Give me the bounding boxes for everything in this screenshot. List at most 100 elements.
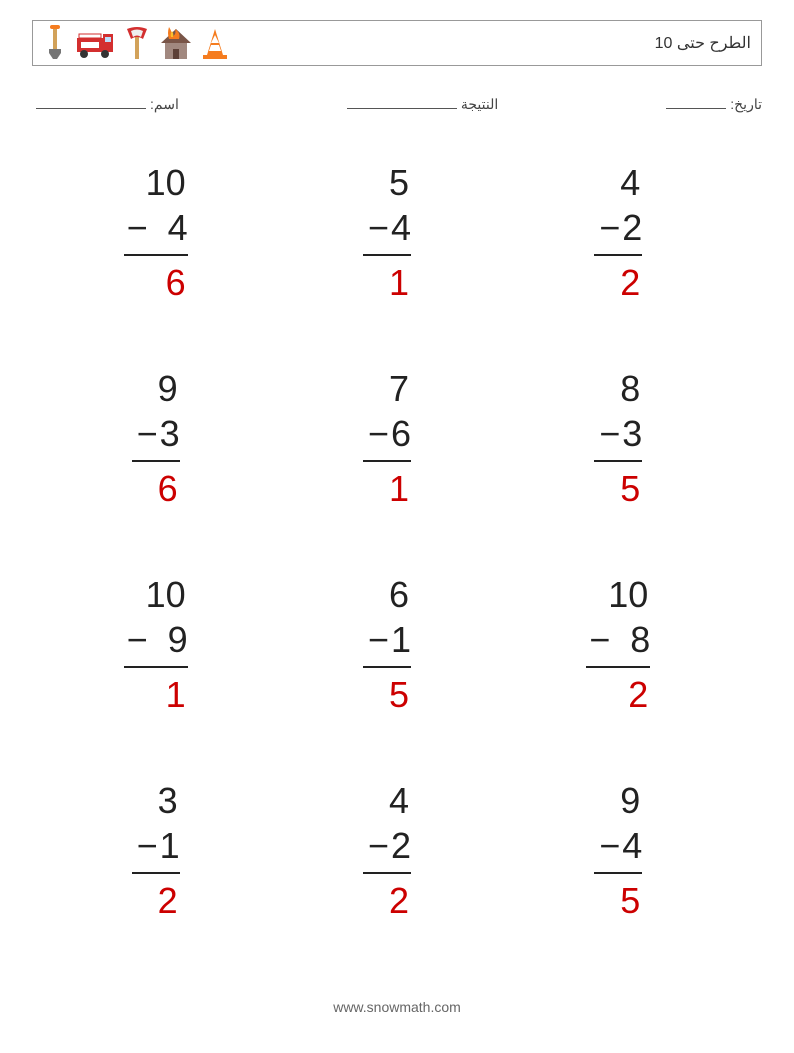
minuend: 5 bbox=[389, 160, 411, 205]
shovel-icon bbox=[43, 25, 67, 61]
answer: 5 bbox=[620, 466, 642, 511]
date-segment: تاريخ: bbox=[662, 95, 762, 113]
problem-stack: 9−45 bbox=[594, 778, 642, 923]
score-segment: النتيجة bbox=[343, 95, 498, 113]
division-line bbox=[594, 872, 642, 874]
name-blank bbox=[36, 95, 146, 109]
subtrahend: 2 bbox=[391, 823, 411, 868]
subtrahend: 2 bbox=[622, 205, 642, 250]
subtraction-problem: 3−1 2 bbox=[60, 767, 251, 933]
problem-stack: 10−82 bbox=[586, 572, 650, 717]
answer: 1 bbox=[389, 466, 411, 511]
subtrahend: 3 bbox=[622, 411, 642, 456]
subtrahend-row: −8 bbox=[589, 617, 650, 662]
subtrahend: 1 bbox=[160, 823, 180, 868]
minuend: 9 bbox=[158, 366, 180, 411]
answer: 1 bbox=[166, 672, 188, 717]
problem-stack: 10−91 bbox=[124, 572, 188, 717]
problem-stack: 8−3 5 bbox=[594, 366, 642, 511]
info-line: تاريخ: النتيجة اسم: bbox=[32, 95, 762, 113]
minuend: 4 bbox=[389, 778, 411, 823]
header-icons bbox=[43, 25, 229, 61]
minus-sign: − bbox=[368, 411, 389, 456]
answer: 1 bbox=[389, 260, 411, 305]
subtrahend: 4 bbox=[622, 823, 642, 868]
minus-sign: − bbox=[137, 411, 158, 456]
division-line bbox=[132, 460, 180, 462]
subtraction-problem: 9−45 bbox=[523, 767, 714, 933]
subtrahend: 1 bbox=[391, 617, 411, 662]
minuend: 10 bbox=[146, 572, 188, 617]
problem-stack: 7−6 1 bbox=[363, 366, 411, 511]
subtrahend-row: −4 bbox=[127, 205, 188, 250]
division-line bbox=[132, 872, 180, 874]
date-blank bbox=[666, 95, 726, 109]
subtrahend: 6 bbox=[391, 411, 411, 456]
minuend: 4 bbox=[620, 160, 642, 205]
subtraction-problem: 4−22 bbox=[291, 767, 482, 933]
division-line bbox=[363, 872, 411, 874]
problems-grid: 10−465−414−229−367−618−3510−916−1510−823… bbox=[60, 150, 714, 933]
division-line bbox=[363, 666, 411, 668]
minuend: 10 bbox=[146, 160, 188, 205]
minus-sign: − bbox=[599, 205, 620, 250]
minus-sign: − bbox=[368, 823, 389, 868]
date-label: تاريخ: bbox=[730, 96, 762, 113]
problem-stack: 3−1 2 bbox=[132, 778, 180, 923]
subtrahend: 3 bbox=[160, 411, 180, 456]
minus-sign: − bbox=[599, 411, 620, 456]
subtraction-problem: 5−4 1 bbox=[291, 150, 482, 316]
answer: 5 bbox=[389, 672, 411, 717]
division-line bbox=[594, 254, 642, 256]
answer: 2 bbox=[389, 878, 411, 923]
subtrahend-row: −1 bbox=[137, 823, 180, 868]
subtrahend: 9 bbox=[168, 617, 188, 662]
subtrahend-row: −2 bbox=[599, 205, 642, 250]
problem-stack: 5−4 1 bbox=[363, 160, 411, 305]
subtraction-problem: 9−3 6 bbox=[60, 356, 251, 522]
subtrahend: 4 bbox=[168, 205, 188, 250]
subtrahend-row: −2 bbox=[368, 823, 411, 868]
subtraction-problem: 10−4 6 bbox=[60, 150, 251, 316]
minuend: 8 bbox=[620, 366, 642, 411]
answer: 5 bbox=[620, 878, 642, 923]
subtrahend-row: −4 bbox=[368, 205, 411, 250]
division-line bbox=[363, 254, 411, 256]
name-segment: اسم: bbox=[32, 95, 179, 113]
answer: 6 bbox=[166, 260, 188, 305]
name-label: اسم: bbox=[150, 96, 179, 113]
subtraction-problem: 8−3 5 bbox=[523, 356, 714, 522]
subtrahend-row: −6 bbox=[368, 411, 411, 456]
minus-sign: − bbox=[589, 617, 610, 662]
subtrahend-row: −4 bbox=[599, 823, 642, 868]
division-line bbox=[124, 666, 188, 668]
worksheet-title: الطرح حتى 10 bbox=[655, 33, 751, 53]
subtrahend-row: −1 bbox=[368, 617, 411, 662]
subtraction-problem: 4−22 bbox=[523, 150, 714, 316]
minuend: 10 bbox=[608, 572, 650, 617]
worksheet-header: الطرح حتى 10 bbox=[32, 20, 762, 66]
subtraction-problem: 10−82 bbox=[523, 562, 714, 728]
house-fire-icon bbox=[159, 25, 193, 61]
answer: 2 bbox=[620, 260, 642, 305]
score-blank bbox=[347, 95, 457, 109]
minus-sign: − bbox=[599, 823, 620, 868]
minuend: 6 bbox=[389, 572, 411, 617]
subtraction-problem: 10−91 bbox=[60, 562, 251, 728]
subtrahend: 8 bbox=[630, 617, 650, 662]
minus-sign: − bbox=[137, 823, 158, 868]
answer: 6 bbox=[158, 466, 180, 511]
answer: 2 bbox=[158, 878, 180, 923]
axe-icon bbox=[123, 25, 151, 61]
division-line bbox=[363, 460, 411, 462]
footer-text: www.snowmath.com bbox=[0, 999, 794, 1015]
division-line bbox=[124, 254, 188, 256]
score-label: النتيجة bbox=[461, 96, 498, 113]
minus-sign: − bbox=[127, 205, 148, 250]
minuend: 7 bbox=[389, 366, 411, 411]
minus-sign: − bbox=[368, 205, 389, 250]
subtrahend: 4 bbox=[391, 205, 411, 250]
cone-icon bbox=[201, 25, 229, 61]
problem-stack: 9−3 6 bbox=[132, 366, 180, 511]
minuend: 3 bbox=[158, 778, 180, 823]
